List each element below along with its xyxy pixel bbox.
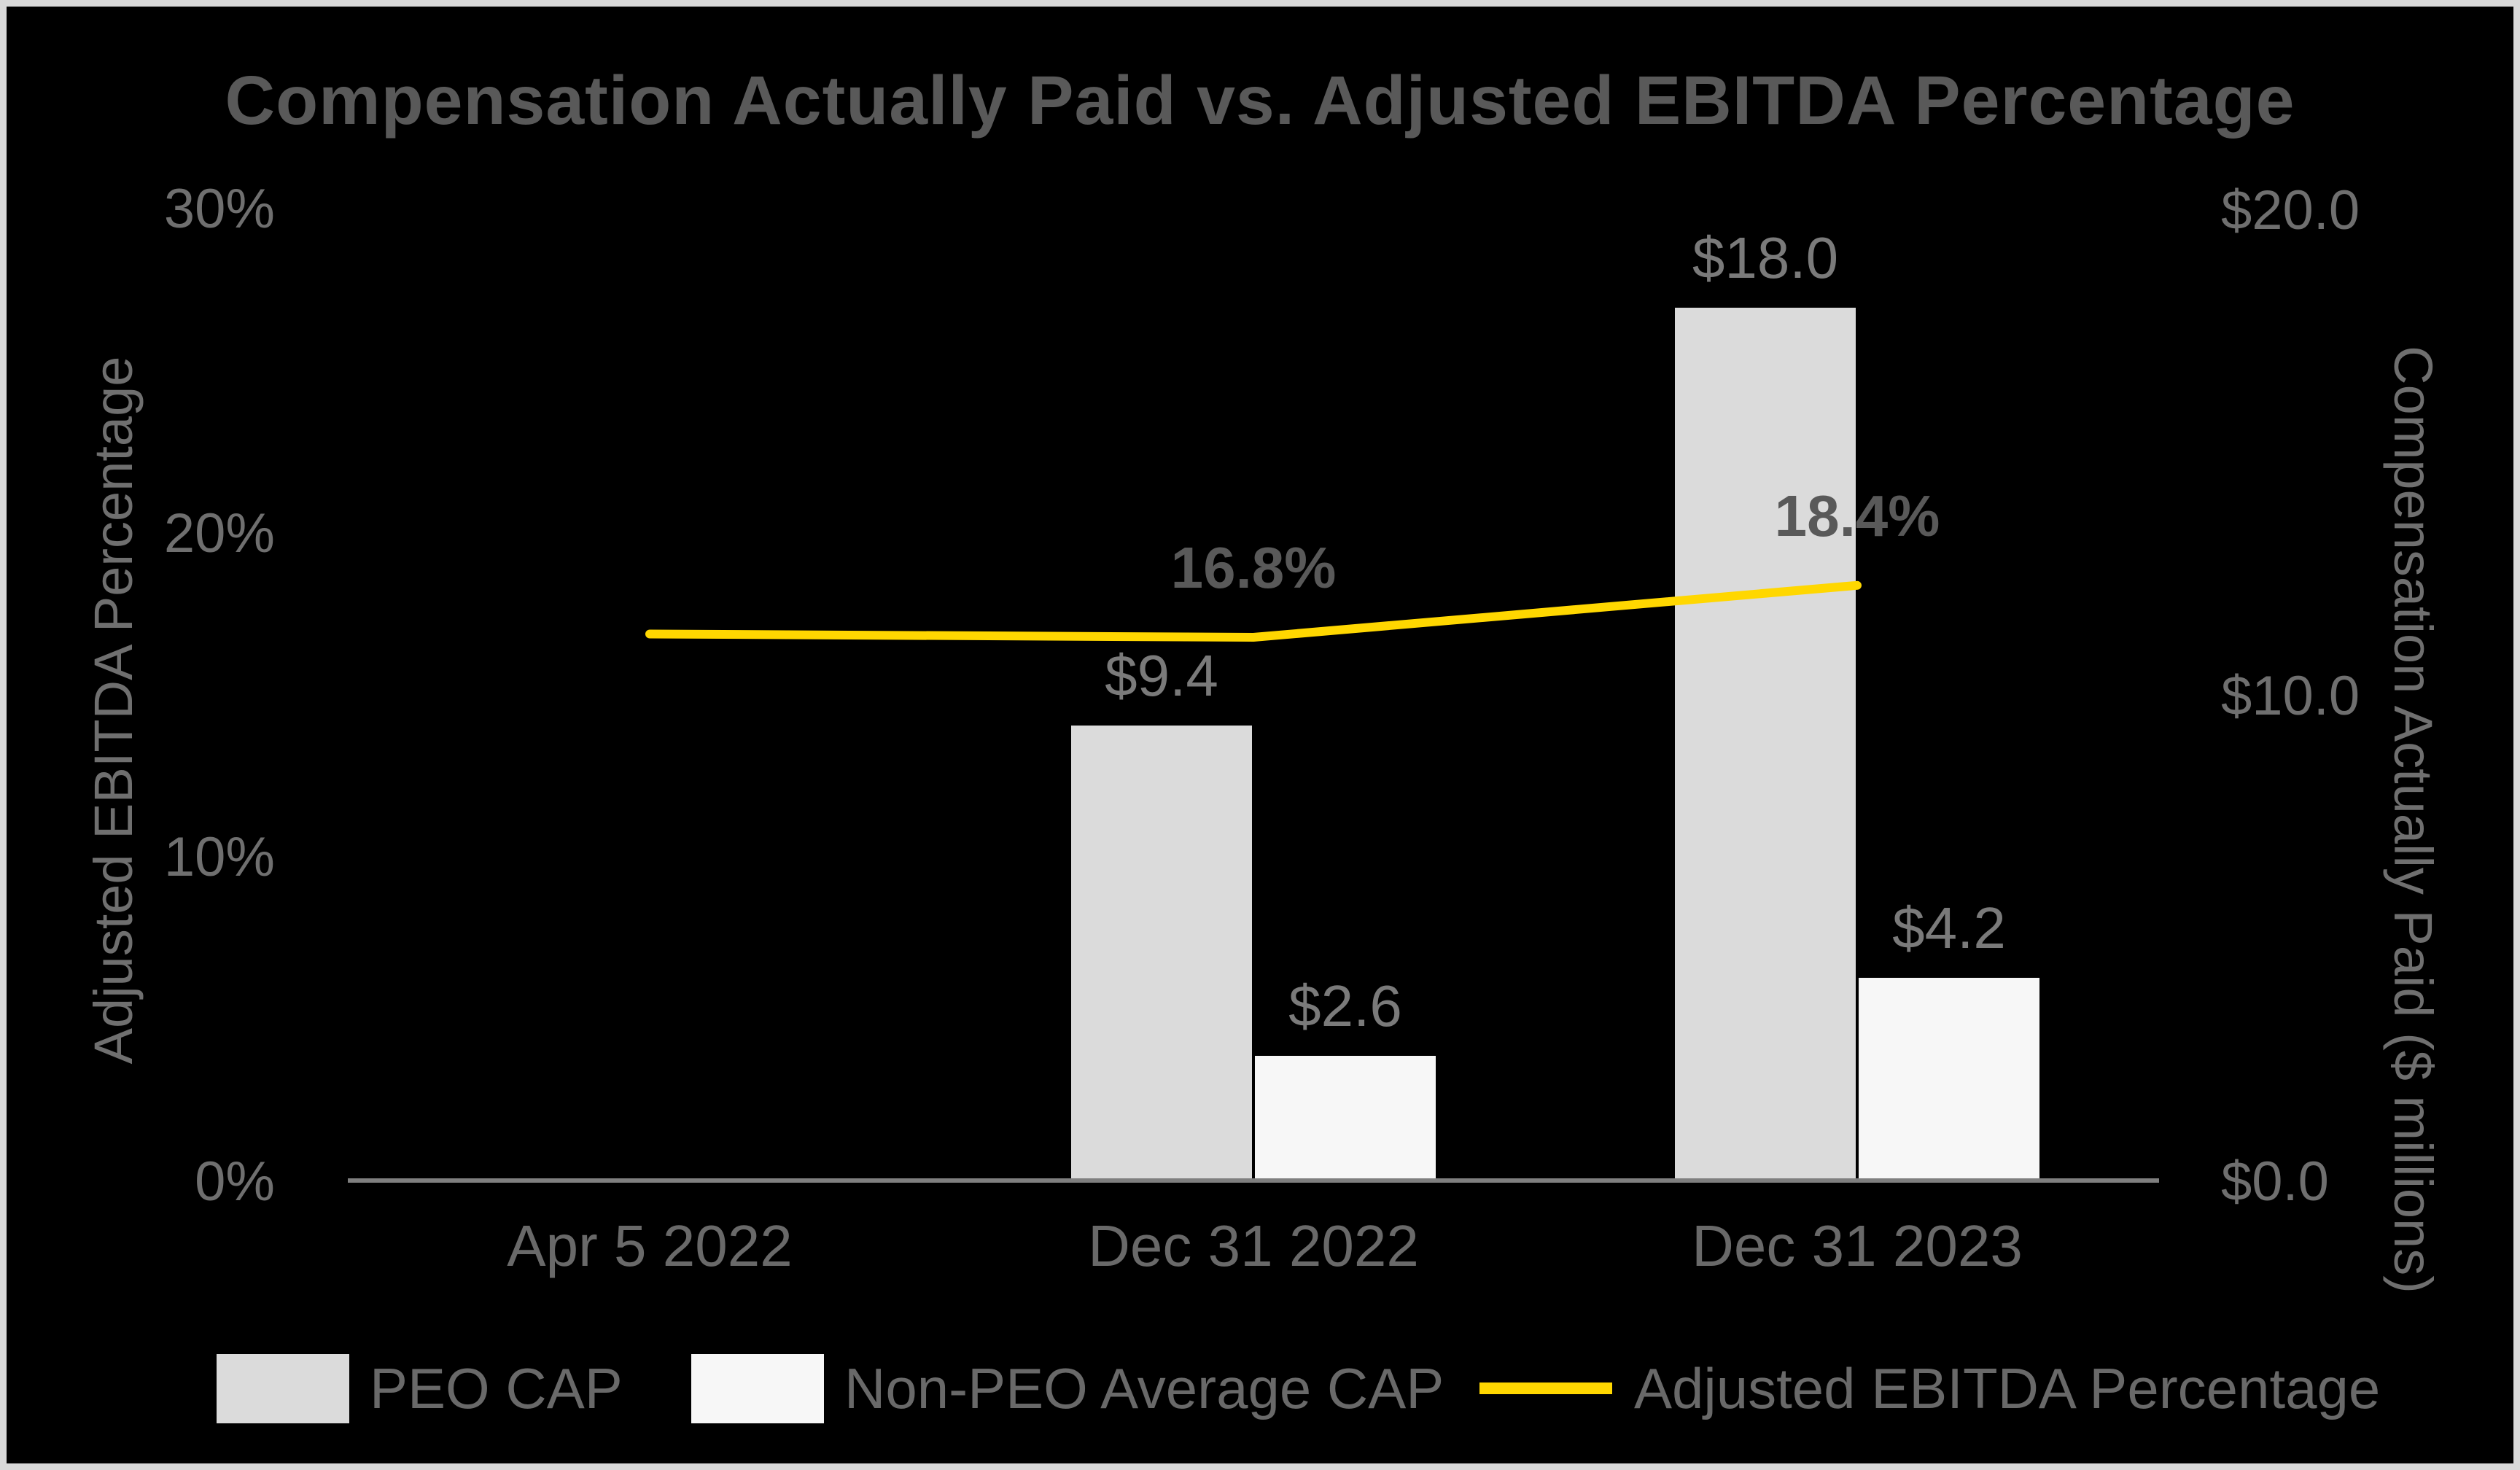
- bar-value-label-peo-cap-dec-31-2022: $9.4: [1105, 642, 1218, 708]
- right-axis-tick-20-0: $20.0: [2221, 179, 2360, 241]
- line-value-label-dec-31-2023: 18.4%: [1774, 483, 1940, 548]
- bar-non-peo-average-cap-dec-31-2022: [1255, 1055, 1436, 1178]
- left-axis-tick-30: 30%: [163, 178, 275, 240]
- left-axis-tick-20: 20%: [163, 502, 275, 564]
- legend-label-peo-cap: PEO CAP: [370, 1356, 623, 1420]
- legend-label-adjusted-ebitda-percentage: Adjusted EBITDA Percentage: [1634, 1356, 2381, 1420]
- bar-peo-cap-dec-31-2023: [1675, 308, 1856, 1178]
- x-axis-label-apr-5-2022: Apr 5 2022: [507, 1213, 793, 1278]
- bar-value-label-non-peo-average-cap-dec-31-2022: $2.6: [1288, 973, 1402, 1038]
- chart-title: Compensation Actually Paid vs. Adjusted …: [225, 62, 2295, 139]
- left-axis-tick-10: 10%: [163, 826, 275, 889]
- legend-swatch-peo-cap: [217, 1354, 349, 1423]
- right-axis-tick-0-0: $0.0: [2221, 1151, 2329, 1213]
- left-axis-tick-0: 0%: [195, 1151, 275, 1213]
- bar-peo-cap-dec-31-2022: [1071, 725, 1252, 1178]
- bar-value-label-peo-cap-dec-31-2023: $18.0: [1692, 225, 1839, 291]
- legend-label-non-peo-average-cap: Non-PEO Average CAP: [844, 1356, 1444, 1420]
- legend-swatch-non-peo-average-cap: [691, 1354, 824, 1423]
- legend-line-adjusted-ebitda-percentage: [1479, 1382, 1612, 1394]
- bar-non-peo-average-cap-dec-31-2023: [1859, 978, 2039, 1178]
- x-axis-label-dec-31-2023: Dec 31 2023: [1692, 1213, 2023, 1278]
- bar-value-label-non-peo-average-cap-dec-31-2023: $4.2: [1892, 895, 2006, 961]
- left-axis-title: Adjusted EBITDA Percentage: [83, 356, 144, 1065]
- line-value-label-dec-31-2022: 16.8%: [1170, 534, 1337, 600]
- right-axis-title: Compensation Actually Paid ($ millions): [2383, 346, 2443, 1294]
- x-axis-label-dec-31-2022: Dec 31 2022: [1088, 1213, 1419, 1278]
- x-axis-line: [348, 1178, 2159, 1183]
- right-axis-tick-10-0: $10.0: [2221, 665, 2360, 727]
